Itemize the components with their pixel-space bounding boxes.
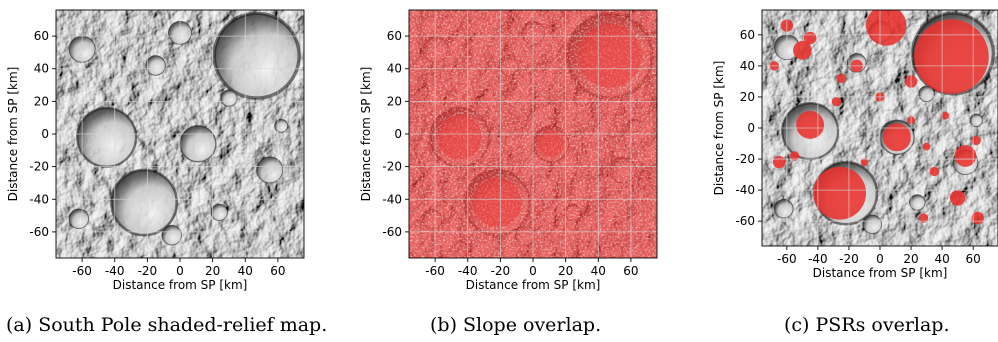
crater <box>145 55 166 76</box>
x-tick-label: 60 <box>966 252 981 266</box>
y-tick-label: 20 <box>740 90 755 104</box>
crater <box>774 199 794 219</box>
panel-caption: (b) Slope overlap. <box>430 314 602 336</box>
figure: -60 -40 -20 0 20 40 60 60 40 20 0 -20 -40 -60 Distance… <box>6 9 998 292</box>
crater <box>162 225 182 245</box>
psr-region <box>914 19 989 94</box>
y-tick-label: 0 <box>394 127 402 141</box>
psr-region <box>789 151 800 161</box>
psr-region <box>949 190 966 206</box>
y-axis-label: Distance from SP [km] <box>359 67 373 202</box>
y-tick-label: 0 <box>41 127 49 141</box>
crater <box>918 86 935 102</box>
crater <box>256 156 283 183</box>
x-tick-label: -40 <box>458 264 478 278</box>
psr-region <box>883 123 912 152</box>
x-tick-label: 20 <box>205 264 220 278</box>
y-axis-label: Distance from SP [km] <box>712 61 726 196</box>
y-tick-label: 40 <box>740 59 755 73</box>
psr-region <box>918 213 929 223</box>
panel-1: -60 -40 -20 0 20 40 60 60 40 20 0 -20 -40 -60 Distance… <box>6 9 305 292</box>
y-tick-label: -40 <box>735 183 755 197</box>
x-tick-label: -60 <box>425 264 445 278</box>
crater <box>69 209 89 229</box>
psr-region <box>971 135 981 146</box>
y-tick-label: -40 <box>382 192 402 206</box>
grid <box>56 10 304 258</box>
x-tick-label: 0 <box>529 264 537 278</box>
psr-region <box>954 145 977 167</box>
x-tick-label: 40 <box>591 264 606 278</box>
panel-caption: (a) South Pole shaded-relief map. <box>6 314 328 336</box>
x-tick-label: 40 <box>934 252 949 266</box>
x-tick-label: 60 <box>270 264 285 278</box>
x-tick-label: 0 <box>176 264 184 278</box>
y-tick-label: -20 <box>735 152 755 166</box>
panel-caption: (c) PSRs overlap. <box>784 314 950 336</box>
psr-region <box>836 73 846 83</box>
crater <box>211 204 228 221</box>
psr-region <box>803 31 817 45</box>
x-tick-label: 20 <box>903 252 918 266</box>
y-tick-label: 60 <box>387 29 402 43</box>
y-tick-label: -20 <box>382 160 402 174</box>
relief-map <box>56 10 304 258</box>
psr-region <box>831 96 842 107</box>
grid <box>409 10 657 258</box>
psr-region <box>793 41 812 60</box>
x-tick-label: -60 <box>777 252 797 266</box>
crater <box>180 125 216 162</box>
crater <box>77 107 136 167</box>
y-tick-label: 60 <box>34 29 49 43</box>
y-tick-label: -60 <box>382 225 402 239</box>
psr-region <box>929 166 939 177</box>
x-tick-label: -20 <box>138 264 158 278</box>
y-tick-label: 40 <box>387 62 402 76</box>
crater <box>220 89 238 107</box>
panel-2: -60 -40 -20 0 20 40 60 60 40 20 0 -20 -40 -60 Distance… <box>359 9 658 292</box>
panel-3: -60 -40 -20 0 20 40 60 60 40 20 0 -20 -40 -60 Distance… <box>712 9 998 280</box>
x-tick-label: 40 <box>238 264 253 278</box>
x-axis-label: Distance from SP [km] <box>113 278 248 292</box>
y-tick-label: 20 <box>387 94 402 108</box>
psr-region <box>813 166 867 220</box>
y-tick-label: 40 <box>34 62 49 76</box>
relief-map <box>762 10 998 246</box>
psr-region <box>772 155 786 169</box>
psr-region <box>860 158 869 167</box>
psr-region <box>922 142 931 151</box>
y-tick-label: -60 <box>29 225 49 239</box>
psr-region <box>796 110 825 139</box>
x-tick-label: -20 <box>839 252 859 266</box>
x-tick-label: -20 <box>491 264 511 278</box>
x-tick-label: -40 <box>808 252 828 266</box>
x-tick-label: 0 <box>876 252 884 266</box>
x-tick-label: 60 <box>623 264 638 278</box>
y-tick-label: -20 <box>29 160 49 174</box>
psr-region <box>866 10 907 46</box>
y-tick-label: -60 <box>735 214 755 228</box>
grid <box>762 10 998 246</box>
crater <box>909 194 926 211</box>
x-tick-label: -40 <box>105 264 125 278</box>
x-axis-label: Distance from SP [km] <box>466 278 601 292</box>
crater <box>111 169 177 236</box>
x-tick-label: -60 <box>72 264 92 278</box>
y-axis-label: Distance from SP [km] <box>6 67 20 202</box>
x-axis-label: Distance from SP [km] <box>813 266 948 280</box>
x-tick-label: 20 <box>558 264 573 278</box>
y-tick-label: 60 <box>740 28 755 42</box>
y-tick-label: 20 <box>34 94 49 108</box>
y-tick-label: -40 <box>29 192 49 206</box>
psr-region <box>941 111 950 120</box>
y-tick-label: 0 <box>747 121 755 135</box>
crater <box>862 214 882 234</box>
relief-map <box>409 10 657 258</box>
